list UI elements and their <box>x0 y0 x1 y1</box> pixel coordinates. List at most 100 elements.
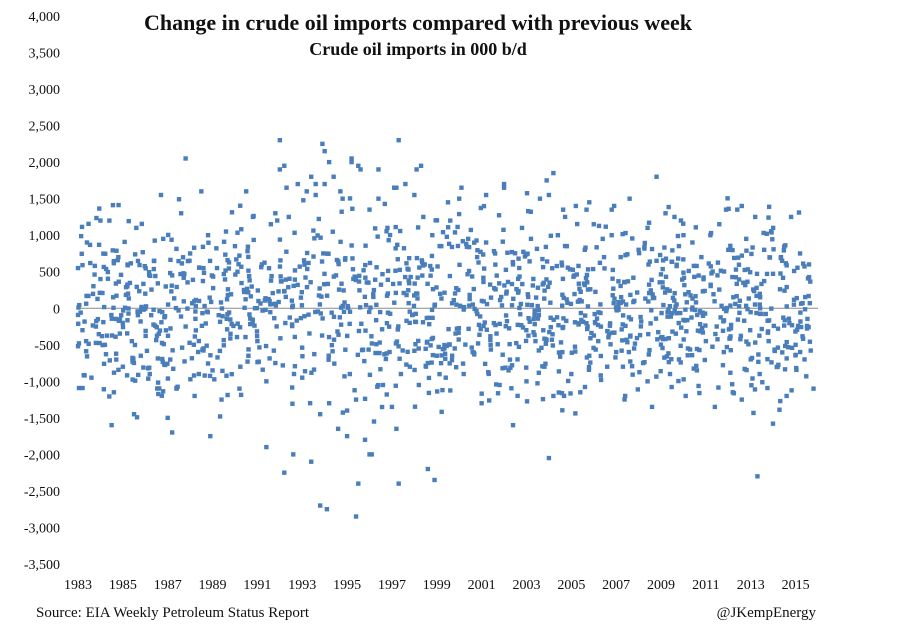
data-point <box>373 318 379 323</box>
data-point <box>703 323 708 328</box>
data-point <box>708 264 713 269</box>
data-point <box>472 306 477 312</box>
data-point <box>338 239 343 245</box>
data-point <box>556 350 562 355</box>
data-point <box>504 319 510 324</box>
data-point <box>781 248 787 253</box>
data-point <box>309 459 314 464</box>
data-point <box>662 290 668 295</box>
data-point <box>788 214 794 220</box>
source-note: Source: EIA Weekly Petroleum Status Repo… <box>36 605 310 621</box>
data-point <box>367 372 373 378</box>
data-point <box>479 401 484 406</box>
data-point <box>237 386 242 391</box>
data-point <box>107 394 112 399</box>
data-point <box>470 302 476 307</box>
data-point <box>628 359 633 364</box>
data-point <box>395 242 400 248</box>
data-point <box>607 321 613 326</box>
data-point <box>609 233 614 238</box>
data-point <box>692 274 697 280</box>
data-point <box>303 275 308 280</box>
data-point <box>676 320 681 326</box>
data-point <box>411 303 417 309</box>
data-point <box>481 323 486 329</box>
data-point <box>428 273 433 278</box>
data-point <box>171 296 177 301</box>
data-point <box>156 391 161 397</box>
data-point <box>591 333 597 338</box>
data-point <box>377 309 383 315</box>
data-point <box>384 293 390 298</box>
data-point <box>110 248 115 253</box>
data-point <box>662 245 667 250</box>
data-point <box>697 390 702 396</box>
data-point <box>611 286 616 291</box>
data-point <box>766 204 772 209</box>
data-point <box>350 256 355 261</box>
data-point <box>432 303 437 308</box>
data-point <box>412 348 417 353</box>
data-point <box>495 391 501 396</box>
data-point <box>405 349 410 355</box>
data-point <box>169 273 175 278</box>
data-point <box>214 246 219 251</box>
data-point <box>384 229 389 234</box>
data-point <box>193 309 198 314</box>
data-point <box>137 262 142 268</box>
data-point <box>278 258 283 263</box>
data-point <box>143 333 148 339</box>
data-point <box>138 353 143 358</box>
data-point <box>111 370 117 375</box>
data-point <box>637 369 642 375</box>
data-point <box>236 261 241 267</box>
data-point <box>457 262 462 267</box>
data-point <box>667 288 672 293</box>
data-point <box>437 243 442 249</box>
data-point <box>509 386 514 391</box>
data-point <box>84 240 90 245</box>
data-point <box>180 255 186 260</box>
data-point <box>757 295 763 300</box>
data-point <box>361 268 366 273</box>
data-point <box>256 298 261 304</box>
data-point <box>581 281 587 286</box>
data-point <box>345 305 351 310</box>
data-point <box>770 271 776 277</box>
data-point <box>550 343 556 348</box>
data-point <box>774 364 779 370</box>
data-point <box>736 277 742 282</box>
data-point <box>805 276 811 281</box>
data-point <box>645 225 650 231</box>
data-point <box>524 327 529 333</box>
data-point <box>511 296 516 301</box>
data-point <box>311 367 317 372</box>
data-point <box>451 297 457 303</box>
data-point <box>793 342 798 347</box>
data-point <box>239 264 244 269</box>
data-point <box>592 311 597 317</box>
data-point <box>612 296 617 301</box>
data-point <box>338 189 343 194</box>
data-point <box>706 261 711 266</box>
data-point <box>247 312 252 317</box>
data-point <box>749 251 754 257</box>
data-point <box>804 326 810 331</box>
data-point <box>176 197 182 202</box>
data-point <box>433 218 438 223</box>
data-point <box>735 317 741 322</box>
data-point <box>654 174 659 179</box>
data-point <box>289 298 295 303</box>
data-point <box>597 260 603 266</box>
data-point <box>356 481 361 486</box>
data-point <box>406 300 411 306</box>
data-point <box>464 244 470 250</box>
data-point <box>672 298 677 303</box>
data-point <box>86 293 91 299</box>
data-point <box>326 334 332 340</box>
data-point <box>396 324 401 329</box>
data-point <box>119 313 124 318</box>
data-point <box>356 279 362 284</box>
data-point <box>400 348 405 353</box>
